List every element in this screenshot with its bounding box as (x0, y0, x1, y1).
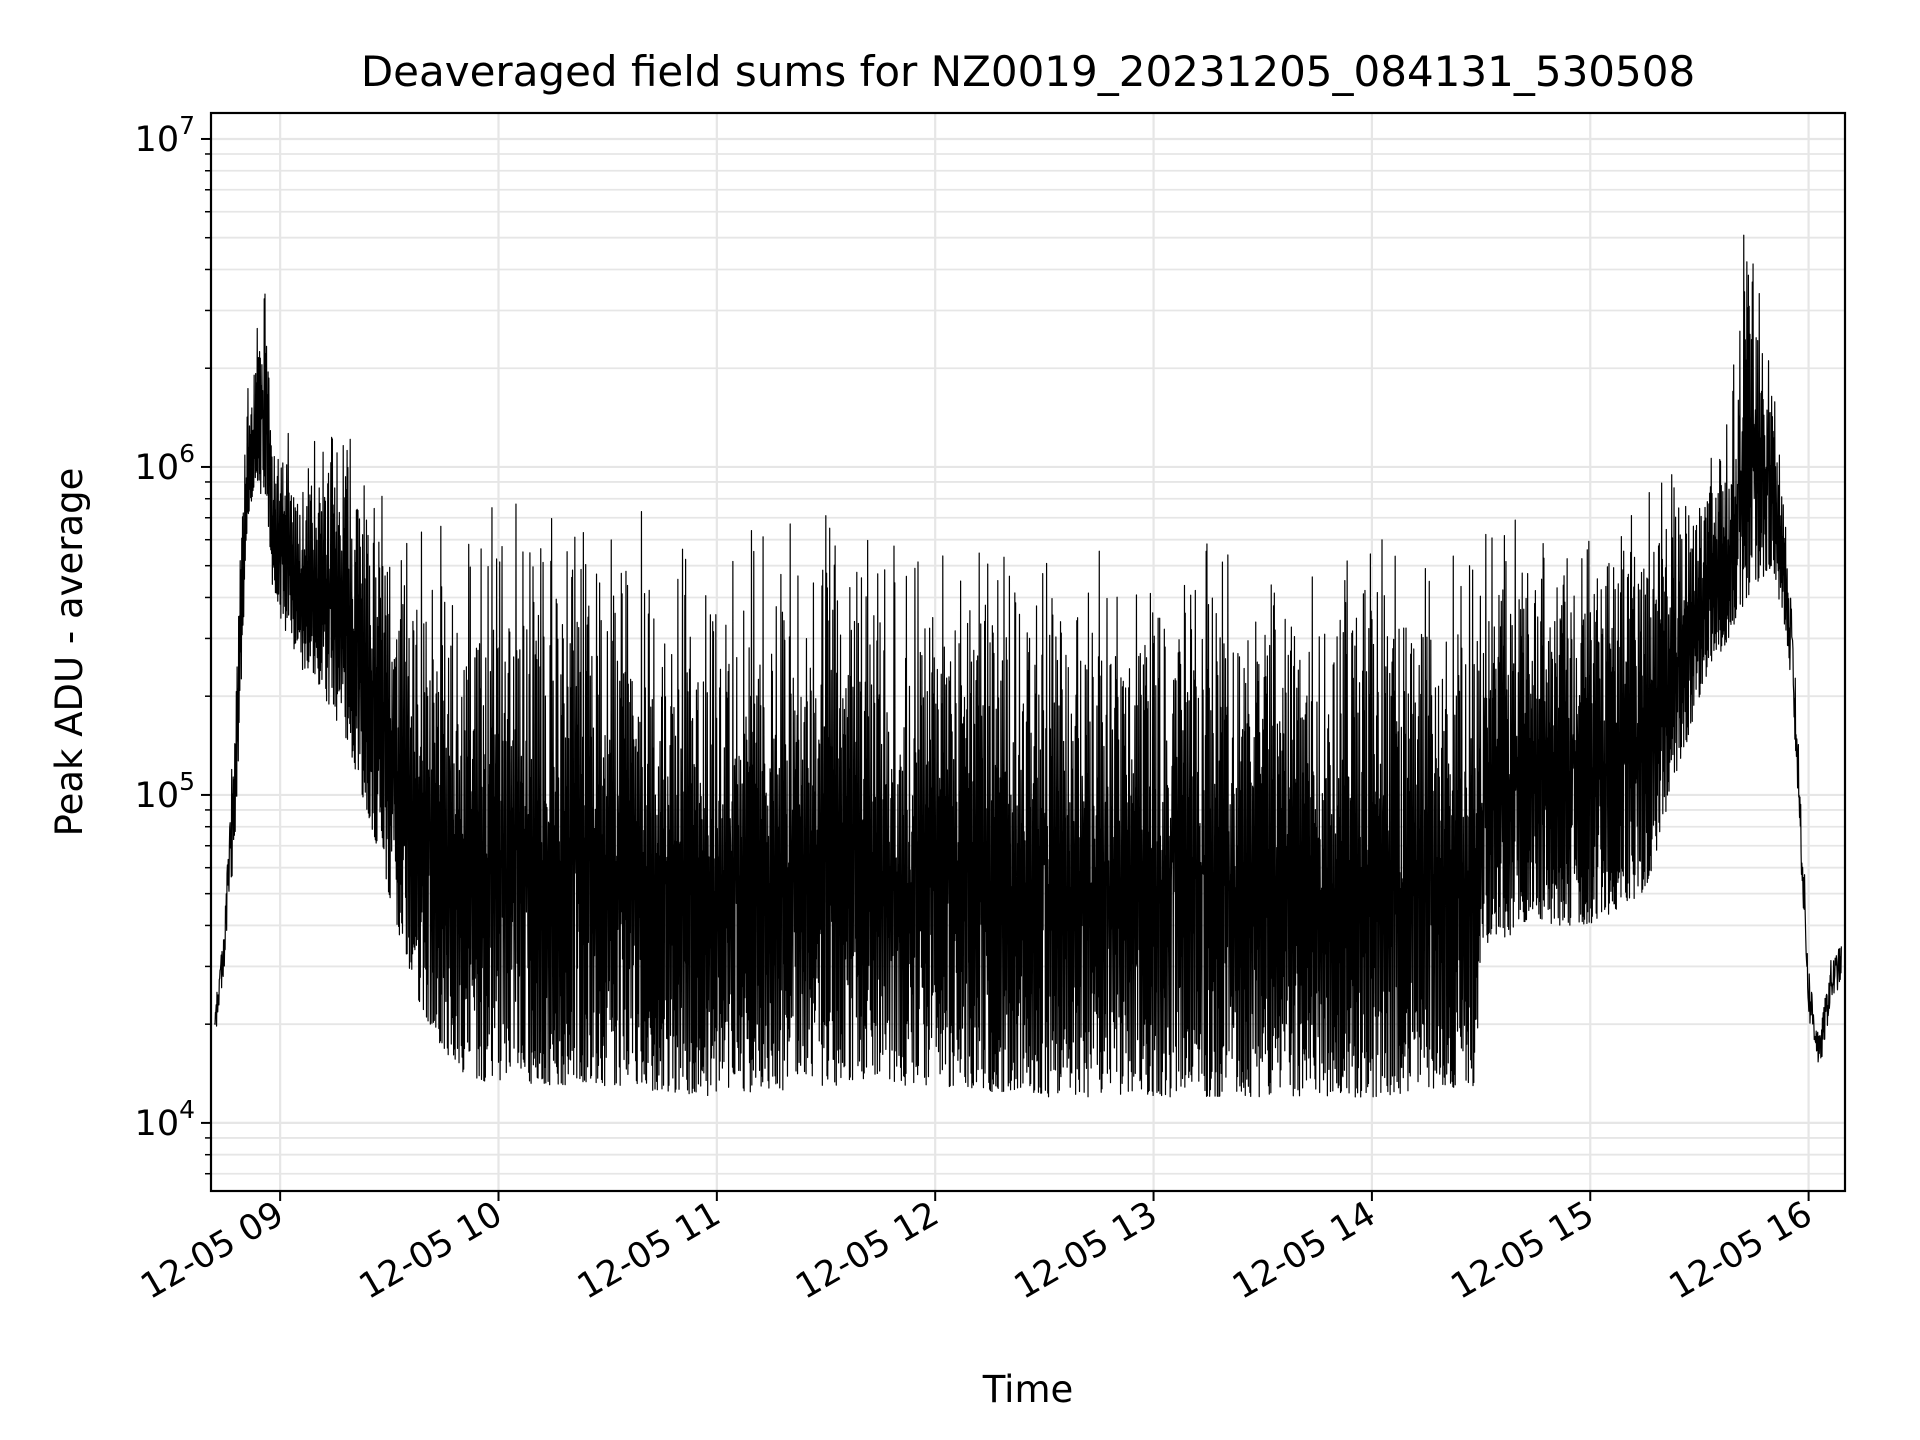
y-axis-label: Peak ADU - average (48, 468, 91, 837)
series-line (214, 234, 1842, 1098)
y-tick-label: 105 (135, 767, 195, 816)
chart-title: Deaveraged field sums for NZ0019_2023120… (361, 47, 1695, 96)
plot-frame (209, 111, 1847, 1193)
x-axis-label: Time (982, 1368, 1074, 1411)
